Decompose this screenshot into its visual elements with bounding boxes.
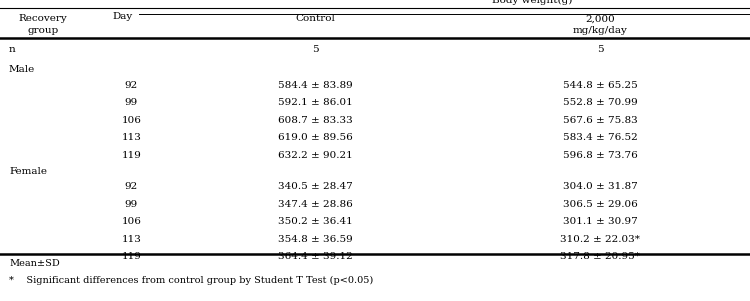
Text: 592.1 ± 86.01: 592.1 ± 86.01 xyxy=(278,98,352,107)
Text: 92: 92 xyxy=(124,182,138,191)
Text: 306.5 ± 29.06: 306.5 ± 29.06 xyxy=(562,200,638,209)
Text: 317.8 ± 20.95*: 317.8 ± 20.95* xyxy=(560,252,640,261)
Text: 310.2 ± 22.03*: 310.2 ± 22.03* xyxy=(560,235,640,244)
Text: 119: 119 xyxy=(122,150,141,160)
Text: 92: 92 xyxy=(124,81,138,90)
Text: Recovery
group: Recovery group xyxy=(18,14,68,35)
Text: 340.5 ± 28.47: 340.5 ± 28.47 xyxy=(278,182,352,191)
Text: 544.8 ± 65.25: 544.8 ± 65.25 xyxy=(562,81,638,90)
Text: 567.6 ± 75.83: 567.6 ± 75.83 xyxy=(562,116,638,125)
Text: 5: 5 xyxy=(597,45,603,54)
Text: 552.8 ± 70.99: 552.8 ± 70.99 xyxy=(562,98,638,107)
Text: 583.4 ± 76.52: 583.4 ± 76.52 xyxy=(562,133,638,142)
Text: 619.0 ± 89.56: 619.0 ± 89.56 xyxy=(278,133,352,142)
Text: 584.4 ± 83.89: 584.4 ± 83.89 xyxy=(278,81,352,90)
Text: 99: 99 xyxy=(124,98,138,107)
Text: Mean±SD: Mean±SD xyxy=(9,259,60,268)
Text: Body weight(g): Body weight(g) xyxy=(492,0,573,5)
Text: 99: 99 xyxy=(124,200,138,209)
Text: 364.4 ± 39.12: 364.4 ± 39.12 xyxy=(278,252,352,261)
Text: 2,000
mg/kg/day: 2,000 mg/kg/day xyxy=(572,14,628,35)
Text: 304.0 ± 31.87: 304.0 ± 31.87 xyxy=(562,182,638,191)
Text: 119: 119 xyxy=(122,252,141,261)
Text: 113: 113 xyxy=(122,133,141,142)
Text: 632.2 ± 90.21: 632.2 ± 90.21 xyxy=(278,150,352,160)
Text: Control: Control xyxy=(295,14,335,23)
Text: Day: Day xyxy=(112,12,133,21)
Text: *    Significant differences from control group by Student T Test (p<0.05): * Significant differences from control g… xyxy=(9,275,374,284)
Text: 608.7 ± 83.33: 608.7 ± 83.33 xyxy=(278,116,352,125)
Text: 354.8 ± 36.59: 354.8 ± 36.59 xyxy=(278,235,352,244)
Text: Female: Female xyxy=(9,167,47,176)
Text: 106: 106 xyxy=(122,116,141,125)
Text: 301.1 ± 30.97: 301.1 ± 30.97 xyxy=(562,217,638,226)
Text: 350.2 ± 36.41: 350.2 ± 36.41 xyxy=(278,217,352,226)
Text: Male: Male xyxy=(9,65,35,74)
Text: 5: 5 xyxy=(312,45,318,54)
Text: n: n xyxy=(9,45,16,54)
Text: 596.8 ± 73.76: 596.8 ± 73.76 xyxy=(562,150,638,160)
Text: 347.4 ± 28.86: 347.4 ± 28.86 xyxy=(278,200,352,209)
Text: 106: 106 xyxy=(122,217,141,226)
Text: 113: 113 xyxy=(122,235,141,244)
